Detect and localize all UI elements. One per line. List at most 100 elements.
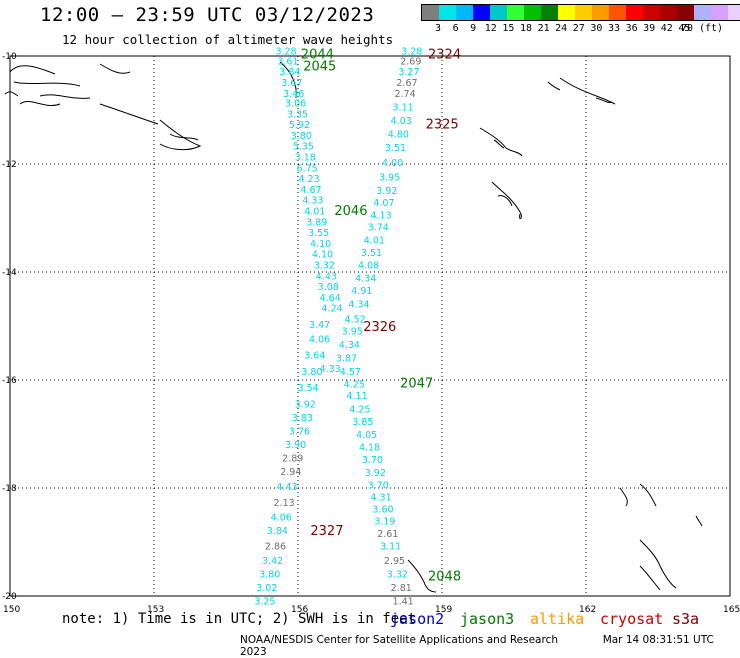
wave-height-value: 4.43 — [316, 271, 337, 282]
wave-height-value: 4.31 — [370, 493, 391, 504]
wave-height-value: 3.83 — [292, 413, 313, 424]
coastlines — [4, 61, 703, 593]
scale-swatch — [592, 5, 609, 20]
scale-swatch — [609, 5, 626, 20]
scale-swatch — [677, 5, 694, 20]
scale-swatch — [660, 5, 677, 20]
wave-height-value: 4.91 — [351, 286, 372, 297]
lat-tick-label: -20 — [2, 592, 17, 602]
scale-label: 9 — [470, 23, 477, 34]
wave-height-value: 2.86 — [265, 541, 286, 552]
wave-height-value: 4.07 — [373, 198, 394, 209]
scale-label: 45 — [678, 23, 691, 34]
wave-height-value: 3.76 — [289, 426, 310, 437]
wave-height-value: 3.80 — [291, 131, 312, 142]
wave-height-value: 3.95 — [342, 326, 363, 337]
wave-height-value: 4.01 — [364, 236, 385, 247]
wave-height-value: 3.90 — [285, 440, 306, 451]
wave-height-value: 2.89 — [282, 453, 303, 464]
wave-height-value: 3.54 — [298, 383, 319, 394]
wave-height-value: 3.92 — [295, 399, 316, 410]
map-frame — [9, 55, 731, 597]
wave-height-value: 6.75 — [297, 163, 318, 174]
lon-tick-label: 165 — [723, 605, 740, 615]
coastline-new-caledonia-north — [407, 559, 437, 593]
wave-height-value: 4.80 — [388, 129, 409, 140]
lon-tick-label: 162 — [579, 605, 596, 615]
wave-height-value: 4.10 — [310, 239, 331, 250]
coastline-islands-north — [279, 61, 297, 99]
scale-label: 70 (ft) — [680, 23, 724, 34]
wave-height-value: 2.67 — [396, 78, 417, 89]
wave-height-value: 5.35 — [293, 142, 314, 153]
wave-height-value: 4.33 — [320, 364, 341, 375]
wave-height-value: 3.74 — [368, 223, 389, 234]
scale-label: 30 — [590, 23, 603, 34]
lon-tick-label: 150 — [3, 605, 20, 615]
scale-swatch — [558, 5, 575, 20]
scale-swatch — [626, 5, 643, 20]
scale-swatch — [524, 5, 541, 20]
lat-tick-label: -12 — [2, 160, 17, 170]
map-subtitle: 12 hour collection of altimeter wave hei… — [62, 32, 394, 47]
legend-cryosat: cryosat — [600, 610, 664, 628]
wave-height-value: 3.64 — [304, 351, 325, 362]
wave-height-value: 3.80 — [259, 569, 280, 580]
pass-number: 2326 — [363, 320, 396, 335]
map-title: 12:00 – 23:59 UTC 03/12/2023 — [40, 4, 375, 26]
wave-height-value: 4.34 — [355, 273, 376, 284]
wave-height-value: 4.05 — [356, 430, 377, 441]
wave-height-value: 3.60 — [372, 505, 393, 516]
scale-label: 12 — [484, 23, 497, 34]
wave-height-value: 2.81 — [391, 583, 412, 594]
lat-tick-label: -18 — [2, 484, 17, 494]
footnote: note: 1) Time is in UTC; 2) SWH is in fe… — [62, 611, 417, 627]
scale-swatch — [507, 5, 524, 20]
wave-height-value: 3.27 — [398, 67, 419, 78]
wave-height-value: 2.13 — [274, 498, 295, 509]
lat-tick-label: -10 — [2, 52, 17, 62]
wave-height-value: 2.74 — [394, 89, 415, 100]
wave-height-value: 4.11 — [346, 391, 367, 402]
lat-lon-grid — [9, 55, 731, 597]
scale-swatch — [711, 5, 728, 20]
coastline-solomon-mid — [479, 127, 523, 157]
color-scale-labels: 3 6 9 12 15 18 21 24 27 30 33 36 39 42 45 70 (ft) — [421, 21, 740, 35]
pass-number: 2325 — [426, 118, 459, 133]
pass-number: 2048 — [428, 569, 461, 584]
wave-height-value: 3.87 — [336, 353, 357, 364]
axis-ticks: -10 -12 -14 -16 -18 -20 150 153 156 159 162 165 — [2, 52, 740, 615]
wave-height-value: 3.19 — [374, 516, 395, 527]
wave-height-value: 3.84 — [267, 526, 288, 537]
wave-height-value: 4.06 — [271, 513, 292, 524]
scale-label: 3 — [434, 23, 442, 34]
observation-labels: 3.283.613.843.673.463.063.355.923.805.35… — [254, 47, 422, 608]
wave-height-value: 3.51 — [361, 248, 382, 259]
wave-height-value: 3.61 — [277, 56, 298, 67]
scale-label: 6 — [452, 23, 459, 34]
wave-height-value: 3.25 — [254, 596, 275, 607]
wave-height-value: 4.10 — [312, 250, 333, 261]
legend-jason2: jason2 — [390, 610, 445, 628]
wave-height-value: 3.55 — [308, 228, 329, 239]
scale-swatch — [473, 5, 490, 20]
wave-height-value: 3.28 — [275, 47, 296, 58]
pass-number: 2324 — [428, 47, 461, 62]
wave-height-value: 4.52 — [345, 315, 366, 326]
wave-height-value: 3.80 — [301, 367, 322, 378]
wave-height-value: 3.35 — [287, 109, 308, 120]
wave-height-value: 3.11 — [393, 102, 414, 113]
wave-height-value: 5.92 — [289, 120, 310, 131]
coastline-png-west — [4, 63, 131, 106]
scale-swatch — [541, 5, 558, 20]
scale-label: 18 — [519, 23, 533, 34]
wave-height-value: 4.06 — [309, 335, 330, 346]
wave-height-value: 1.41 — [393, 596, 414, 607]
lon-tick-label: 156 — [291, 605, 308, 615]
coastline-solomon-east — [547, 77, 616, 105]
pass-number: 2327 — [310, 524, 343, 539]
wave-height-value: 2.61 — [377, 529, 398, 540]
wave-height-value: 4.18 — [359, 443, 380, 454]
wave-height-value: 3.70 — [368, 480, 389, 491]
